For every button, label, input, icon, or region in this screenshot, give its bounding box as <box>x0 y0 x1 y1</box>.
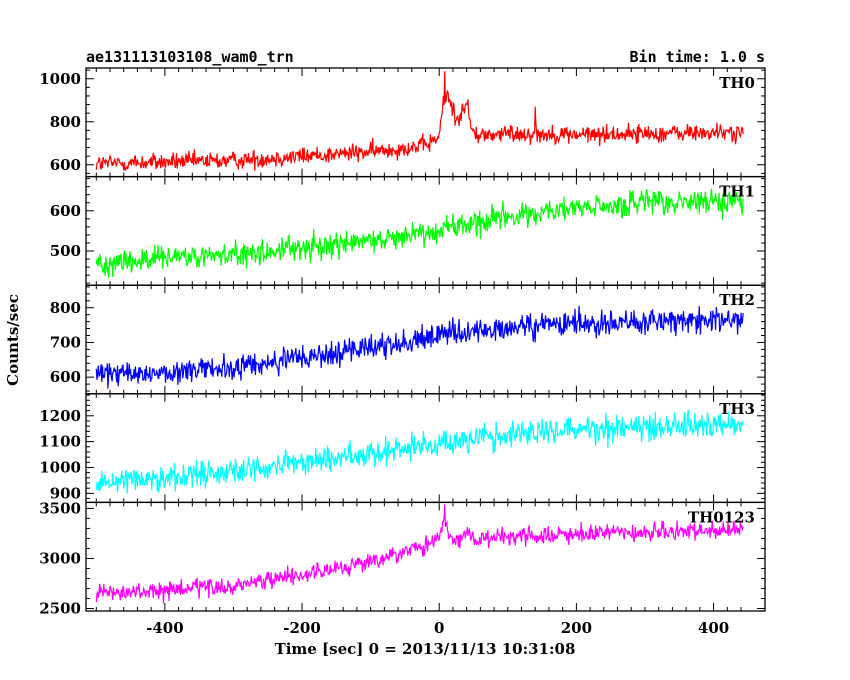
y-tick-label: 700 <box>50 333 81 351</box>
y-tick-label: 600 <box>50 202 81 220</box>
x-axis-label: Time [sec] 0 = 2013/11/13 10:31:08 <box>275 640 576 658</box>
series-line-th3 <box>95 409 744 494</box>
y-axis-label: Counts/sec <box>4 294 22 386</box>
series-line-th0123 <box>95 504 744 604</box>
panel-frame <box>85 393 766 504</box>
panel-th2: 600 700 800 TH2 <box>50 284 766 395</box>
y-tick-label: 500 <box>50 242 81 260</box>
x-tick-label: 0 <box>434 619 444 637</box>
x-tick-label: 200 <box>561 619 592 637</box>
panels: 600 800 1000 TH0 500 600 TH1 600 700 800 TH2 900 100… <box>39 67 766 617</box>
series-label-th0: TH0 <box>719 74 755 92</box>
x-tick-label: -200 <box>283 619 321 637</box>
y-tick-label: 3000 <box>39 549 81 567</box>
series-line-th2 <box>95 305 744 389</box>
x-tick-label: -400 <box>146 619 184 637</box>
y-tick-label: 3500 <box>39 499 81 517</box>
y-tick-label: 1000 <box>39 458 81 476</box>
bin-time-label: Bin time: 1.0 s <box>630 48 765 66</box>
series-label-th2: TH2 <box>719 291 755 309</box>
file-label: ae131113103108_wam0_trn <box>86 48 294 66</box>
panel-frame <box>85 501 766 612</box>
y-tick-label: 800 <box>50 299 81 317</box>
y-tick-label: 1100 <box>39 433 81 451</box>
y-tick-label: 1000 <box>39 70 81 88</box>
y-tick-label: 800 <box>50 113 81 131</box>
series-label-th3: TH3 <box>719 400 755 418</box>
y-tick-label: 600 <box>50 156 81 174</box>
panel-th0: 600 800 1000 TH0 <box>39 67 766 178</box>
y-tick-label: 2500 <box>39 599 81 617</box>
panel-frame <box>85 175 766 286</box>
panel-th1: 500 600 TH1 <box>50 175 766 286</box>
y-tick-label: 600 <box>50 368 81 386</box>
panel-th3: 900 1000 1100 1200 TH3 <box>39 393 766 504</box>
y-tick-label: 1200 <box>39 407 81 425</box>
y-tick-label: 900 <box>50 484 81 502</box>
panel-th0123: 2500 3000 3500 TH0123 <box>39 499 766 617</box>
series-label-th0123: TH0123 <box>688 508 755 526</box>
x-axis: -400 -200 0 200 400 <box>146 619 729 637</box>
series-label-th1: TH1 <box>719 183 755 201</box>
x-tick-label: 400 <box>698 619 729 637</box>
series-line-th1 <box>95 188 744 278</box>
series-line-th0 <box>95 71 744 171</box>
